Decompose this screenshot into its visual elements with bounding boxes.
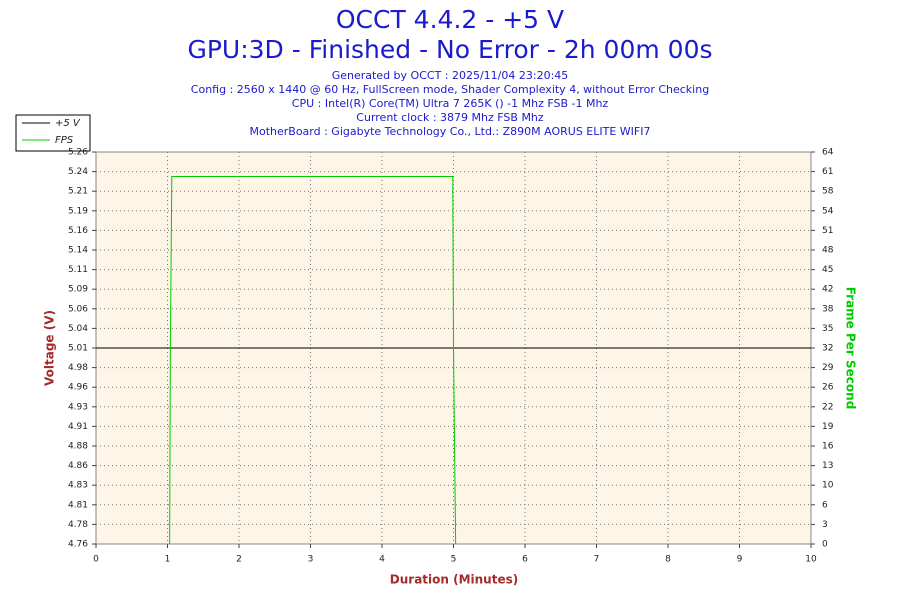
y-tick-label: 5.19 — [68, 206, 88, 216]
info-line: Current clock : 3879 Mhz FSB Mhz — [356, 111, 544, 124]
y2-tick-label: 42 — [822, 285, 833, 295]
x-tick-label: 0 — [93, 555, 99, 565]
x-tick-label: 7 — [594, 555, 600, 565]
legend-label: +5 V — [55, 118, 81, 129]
y-tick-label: 4.88 — [68, 442, 88, 452]
x-tick-label: 4 — [379, 555, 385, 565]
y2-tick-label: 10 — [822, 481, 834, 491]
y2-tick-label: 0 — [822, 540, 828, 550]
y2-tick-label: 48 — [822, 246, 834, 256]
x-tick-label: 1 — [165, 555, 171, 565]
y-tick-label: 5.16 — [68, 226, 88, 236]
y-tick-label: 5.21 — [68, 187, 88, 197]
y2-tick-label: 51 — [822, 226, 833, 236]
info-line: MotherBoard : Gigabyte Technology Co., L… — [249, 125, 650, 138]
info-line: CPU : Intel(R) Core(TM) Ultra 7 265K () … — [292, 97, 609, 110]
y2-tick-label: 38 — [822, 304, 834, 314]
y2-tick-label: 16 — [822, 442, 834, 452]
legend-label: FPS — [55, 135, 74, 146]
y2-tick-label: 22 — [822, 402, 833, 412]
y-tick-label: 5.06 — [68, 304, 88, 314]
y-tick-label: 5.09 — [68, 285, 88, 295]
y-tick-label: 5.14 — [68, 246, 88, 256]
y-tick-label: 5.04 — [68, 324, 88, 334]
y2-tick-label: 19 — [822, 422, 834, 432]
info-line: Config : 2560 x 1440 @ 60 Hz, FullScreen… — [191, 83, 709, 96]
y-tick-label: 5.24 — [68, 167, 88, 177]
y-tick-label: 5.26 — [68, 148, 88, 158]
x-axis-label: Duration (Minutes) — [390, 573, 518, 587]
x-tick-label: 10 — [805, 555, 817, 565]
y2-tick-label: 32 — [822, 344, 833, 354]
y2-tick-label: 3 — [822, 520, 828, 530]
y2-axis-label: Frame Per Second — [844, 287, 858, 410]
y-tick-label: 4.76 — [68, 540, 88, 550]
y2-tick-label: 35 — [822, 324, 833, 334]
y-axis-label: Voltage (V) — [43, 310, 57, 386]
y-tick-label: 4.78 — [68, 520, 88, 530]
x-tick-label: 9 — [737, 555, 743, 565]
y-tick-label: 4.98 — [68, 363, 88, 373]
y2-tick-label: 58 — [822, 187, 834, 197]
y-tick-label: 4.91 — [68, 422, 88, 432]
y2-tick-label: 64 — [822, 148, 834, 158]
chart-title: OCCT 4.4.2 - +5 V — [336, 5, 564, 34]
y2-tick-label: 61 — [822, 167, 833, 177]
x-tick-label: 5 — [451, 555, 457, 565]
y-tick-label: 4.81 — [68, 500, 88, 510]
y-tick-label: 4.83 — [68, 481, 88, 491]
info-line: Generated by OCCT : 2025/11/04 23:20:45 — [332, 69, 569, 82]
y-tick-label: 5.11 — [68, 265, 88, 275]
y2-tick-label: 54 — [822, 206, 834, 216]
x-tick-label: 8 — [665, 555, 671, 565]
y-tick-label: 4.86 — [68, 461, 88, 471]
x-tick-label: 6 — [522, 555, 528, 565]
y2-tick-label: 45 — [822, 265, 833, 275]
y-tick-label: 4.93 — [68, 402, 88, 412]
x-tick-label: 3 — [308, 555, 314, 565]
y-tick-label: 5.01 — [68, 344, 88, 354]
y2-tick-label: 29 — [822, 363, 834, 373]
y2-tick-label: 6 — [822, 500, 828, 510]
x-tick-label: 2 — [236, 555, 242, 565]
y2-tick-label: 13 — [822, 461, 833, 471]
y2-tick-label: 26 — [822, 383, 834, 393]
y-tick-label: 4.96 — [68, 383, 88, 393]
series-line — [169, 176, 457, 545]
legend — [15, 114, 91, 152]
chart-subtitle: GPU:3D - Finished - No Error - 2h 00m 00… — [187, 35, 712, 64]
